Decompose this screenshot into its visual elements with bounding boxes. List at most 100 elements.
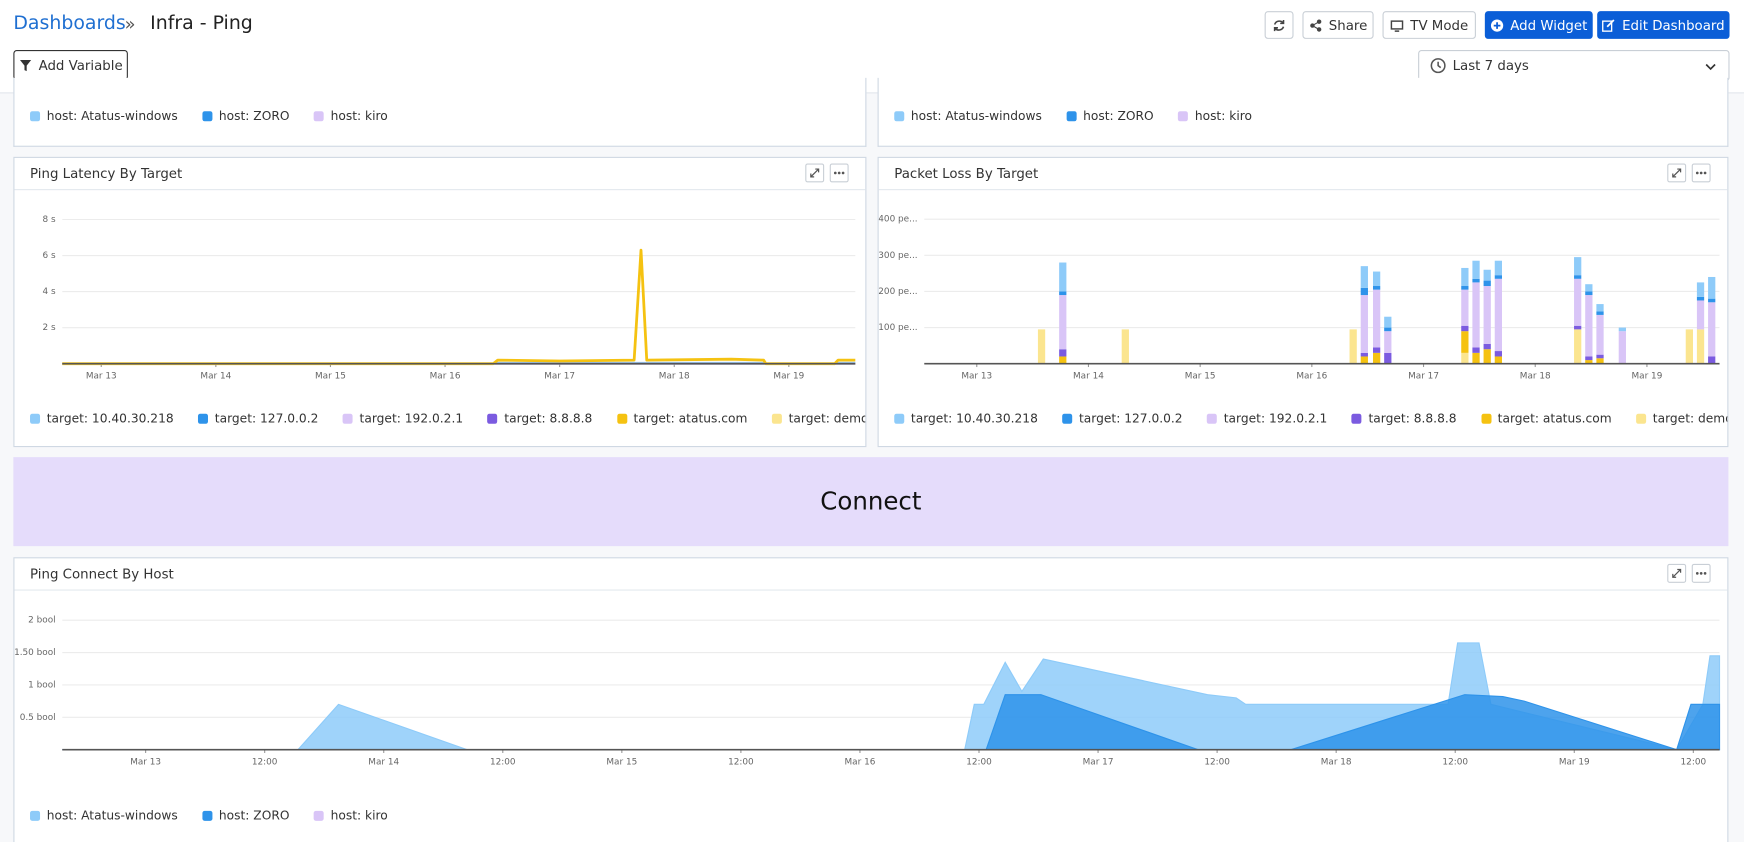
- y-tick-label: 1.50 bool: [14, 648, 55, 658]
- bar-segment: [1483, 269, 1491, 281]
- legend-swatch: [616, 413, 627, 424]
- widget-title: Ping Latency By Target: [30, 165, 183, 182]
- bar-segment: [1372, 352, 1381, 364]
- x-tick-label: Mar 13: [130, 757, 161, 767]
- legend-label: host: kiro: [330, 108, 388, 124]
- bar-segment: [1596, 358, 1604, 364]
- x-tick-label: 12:00: [252, 757, 278, 767]
- widget-title: Ping Connect By Host: [30, 566, 174, 582]
- legend-item[interactable]: host: kiro: [313, 108, 388, 124]
- time-range-select[interactable]: Last 7 days: [1418, 50, 1730, 82]
- legend-item[interactable]: target: 192.0.2.1: [342, 411, 464, 426]
- x-tick-label: Mar 18: [1321, 757, 1352, 767]
- bar-segment: [1461, 289, 1469, 326]
- x-tick-label: Mar 16: [1296, 371, 1327, 381]
- bar-segment: [1585, 356, 1593, 361]
- panel: host: Atatus-windows host: ZORO host: kiro: [877, 77, 1729, 147]
- series-line: [62, 248, 856, 366]
- bar-segment: [1494, 278, 1503, 352]
- bar-segment: [1360, 287, 1368, 296]
- x-tick-label: Mar 18: [659, 371, 690, 381]
- legend-item[interactable]: host: Atatus-windows: [30, 109, 178, 123]
- legend-item[interactable]: target: 10.40.30.218: [894, 412, 1038, 426]
- bar-segment: [1472, 260, 1480, 279]
- more-button[interactable]: [1691, 563, 1711, 583]
- bar-segment: [1461, 331, 1469, 353]
- legend-swatch: [30, 111, 41, 122]
- x-tick-label: 12:00: [1204, 757, 1230, 767]
- legend-swatch: [202, 111, 213, 122]
- bar-segment: [1461, 325, 1469, 332]
- legend-label: target: 10.40.30.218: [46, 411, 174, 426]
- legend-item[interactable]: host: Atatus-windows: [30, 809, 178, 823]
- share-button[interactable]: Share: [1302, 11, 1374, 39]
- bar-segment: [1596, 314, 1604, 355]
- x-tick-label: 12:00: [966, 757, 992, 767]
- add-variable-button[interactable]: Add Variable: [13, 50, 128, 81]
- legend-item[interactable]: target: atatus.com: [616, 412, 747, 426]
- expand-button[interactable]: [1667, 563, 1687, 583]
- legend-item[interactable]: target: atatus.com: [1480, 412, 1612, 426]
- widget-panel: Packet Loss By Target 100 pe... 200 pe... 3…: [877, 156, 1729, 448]
- legend-item[interactable]: target: demo.atatus: [771, 412, 865, 426]
- legend-item[interactable]: host: kiro: [1178, 109, 1252, 123]
- bar-segment: [1494, 351, 1503, 357]
- legend-swatch: [30, 413, 41, 424]
- legend-label: target: 192.0.2.1: [359, 411, 464, 426]
- legend-item[interactable]: target: 192.0.2.1: [1207, 412, 1327, 426]
- widget-title: Packet Loss By Target: [894, 165, 1039, 182]
- refresh-button[interactable]: [1264, 11, 1294, 39]
- time-range-label: Last 7 days: [1452, 57, 1529, 74]
- legend-item[interactable]: host: ZORO: [202, 809, 289, 823]
- legend-swatch: [771, 413, 782, 424]
- section-title: Connect: [820, 487, 922, 516]
- bar-segment: [1483, 286, 1491, 344]
- legend-item[interactable]: target: 127.0.0.2: [1062, 412, 1183, 426]
- bar-segment: [1360, 266, 1368, 288]
- x-tick-label: Mar 19: [1559, 757, 1590, 767]
- legend-item[interactable]: target: 127.0.0.2: [198, 412, 318, 426]
- legend-item[interactable]: target: 10.40.30.218: [30, 412, 174, 426]
- legend-item[interactable]: host: kiro: [313, 809, 388, 823]
- legend-item[interactable]: target: 8.8.8.8: [1351, 412, 1457, 426]
- legend-label: target: 192.0.2.1: [1223, 411, 1328, 426]
- bar-segment: [1483, 343, 1491, 350]
- bar-segment: [1596, 304, 1604, 312]
- bar-segment: [1384, 316, 1392, 328]
- more-button[interactable]: [1691, 163, 1711, 183]
- breadcrumb-link[interactable]: Dashboards: [13, 12, 126, 35]
- x-tick-label: Mar 15: [315, 371, 346, 381]
- bar-segment: [1349, 329, 1357, 364]
- legend-item[interactable]: host: ZORO: [202, 109, 289, 123]
- expand-button[interactable]: [1667, 163, 1687, 183]
- legend: target: 10.40.30.218 target: 127.0.0.2 tar…: [30, 407, 865, 430]
- bar-segment: [1372, 286, 1381, 290]
- widget-header: Ping Latency By Target: [14, 158, 866, 191]
- legend-item[interactable]: host: ZORO: [1066, 109, 1154, 123]
- legend-item[interactable]: host: Atatus-windows: [894, 109, 1042, 123]
- tv-mode-button[interactable]: TV Mode: [1382, 11, 1476, 39]
- x-tick-label: Mar 18: [1520, 371, 1551, 381]
- bar-segment: [1384, 327, 1392, 332]
- bar-segment: [1585, 295, 1593, 357]
- bar-segment: [1059, 356, 1067, 364]
- edit-dashboard-button[interactable]: Edit Dashboard: [1597, 11, 1730, 39]
- bar-segment: [1472, 352, 1480, 364]
- x-tick-label: Mar 16: [845, 757, 876, 767]
- x-tick-label: Mar 15: [1185, 371, 1216, 381]
- legend-label: host: Atatus-windows: [46, 108, 178, 124]
- legend-item[interactable]: target: demo.atatus: [1636, 412, 1727, 426]
- legend-swatch: [894, 111, 905, 122]
- expand-button[interactable]: [805, 163, 825, 183]
- add-widget-button[interactable]: Add Widget: [1484, 11, 1593, 39]
- bar-segment: [1596, 311, 1604, 315]
- y-tick-label: 300 pe...: [879, 251, 918, 261]
- legend-item[interactable]: target: 8.8.8.8: [487, 412, 592, 426]
- bar-segment: [1596, 354, 1604, 359]
- bar-segment: [1696, 300, 1705, 330]
- y-tick-label: 100 pe...: [879, 323, 918, 333]
- bar-segment: [1472, 278, 1480, 283]
- more-button[interactable]: [829, 163, 849, 183]
